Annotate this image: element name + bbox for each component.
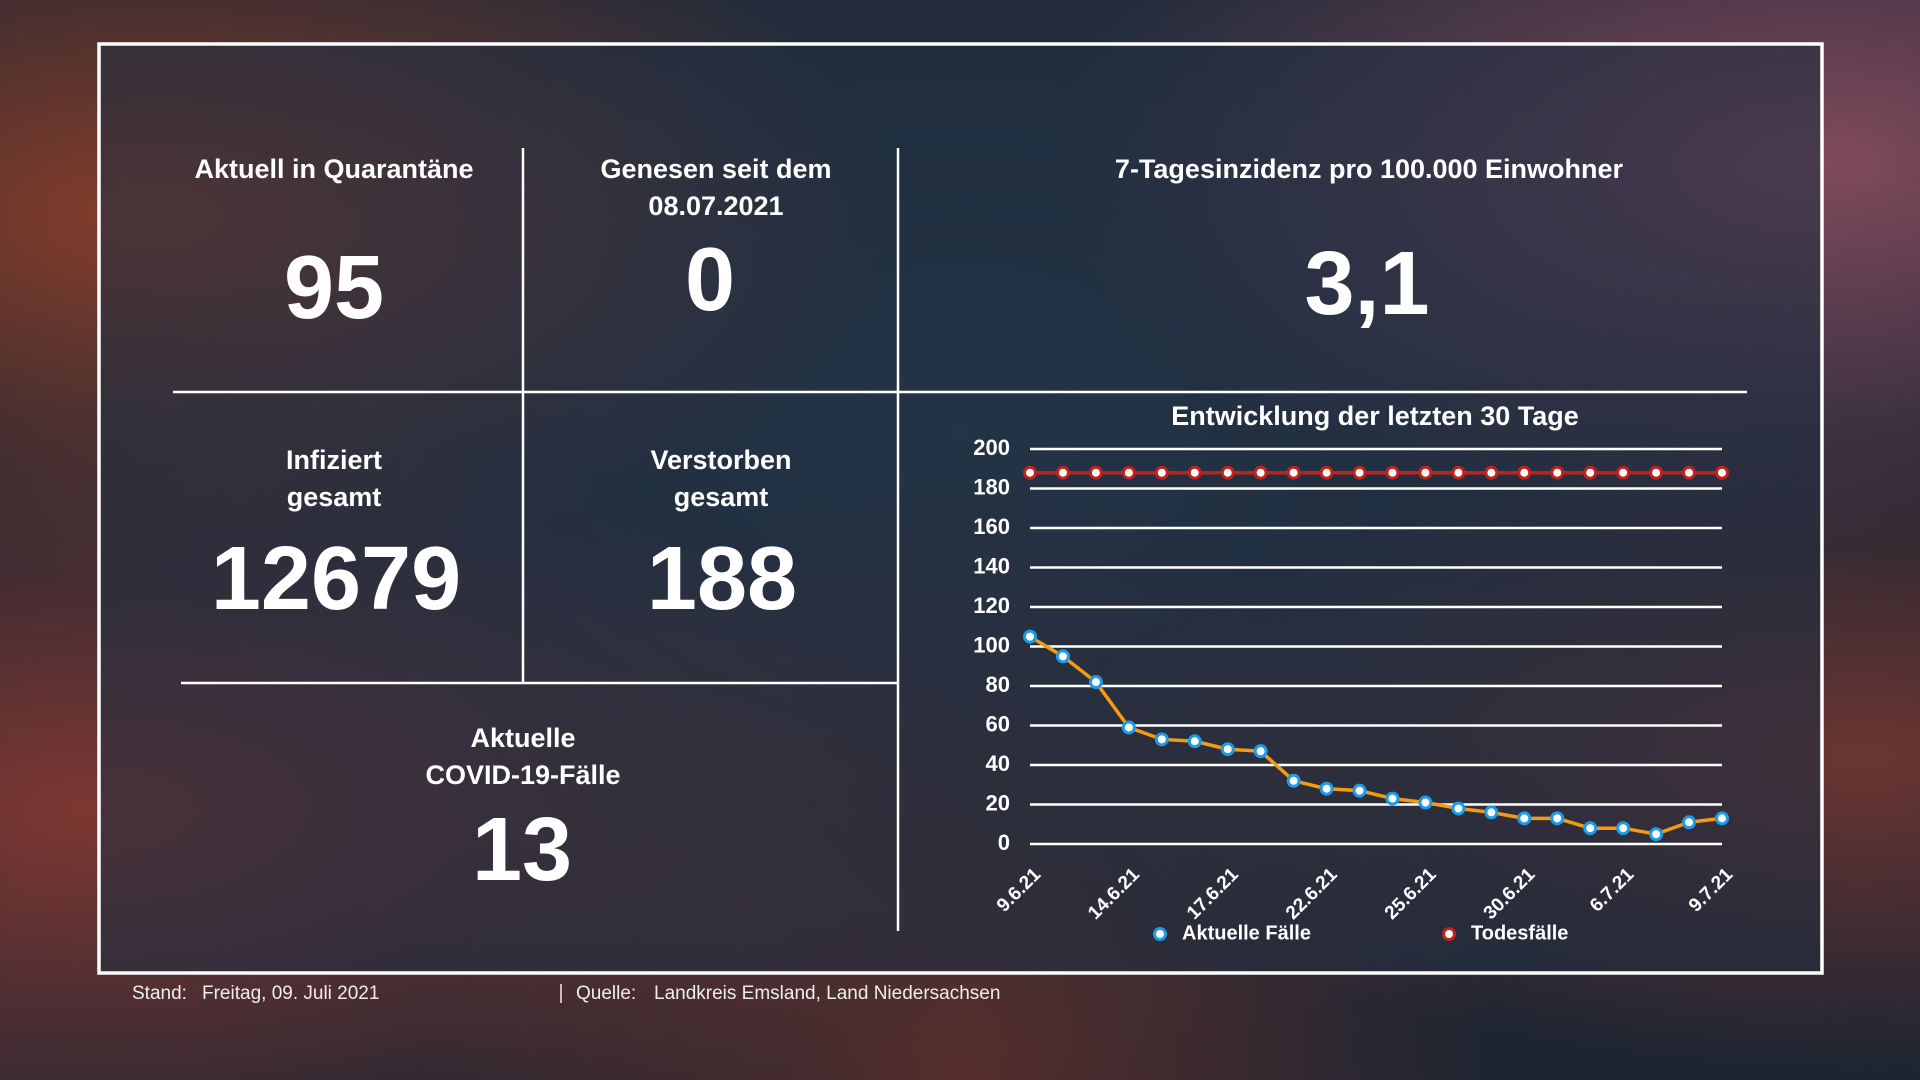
point <box>1023 465 1037 480</box>
footer-text: Freitag, 09. Juli 2021 <box>202 983 379 1004</box>
point <box>1286 773 1301 788</box>
legend-label: Aktuelle Fälle <box>1182 922 1311 944</box>
point <box>1352 783 1367 798</box>
point <box>1649 465 1664 480</box>
y-tick-label: 120 <box>973 593 1010 618</box>
point <box>1451 465 1466 480</box>
stat-label: Verstorben <box>650 445 791 475</box>
y-tick-label: 0 <box>998 830 1010 855</box>
point <box>1055 649 1070 664</box>
stat-value: 3,1 <box>1304 234 1429 334</box>
footer-text: Landkreis Emsland, Land Niedersachsen <box>654 983 1000 1004</box>
point <box>1385 465 1400 480</box>
stat-value: 95 <box>284 238 384 338</box>
point <box>1517 465 1532 480</box>
point <box>1715 465 1729 480</box>
legend-marker <box>1153 927 1167 941</box>
y-tick-label: 60 <box>986 711 1010 736</box>
point <box>1715 811 1729 826</box>
point <box>1649 827 1664 842</box>
point <box>1088 675 1103 690</box>
stat-value: 188 <box>647 529 797 629</box>
point <box>1319 781 1334 796</box>
y-tick-label: 200 <box>973 435 1010 460</box>
point <box>1418 465 1433 480</box>
point <box>1616 465 1631 480</box>
y-tick-label: 80 <box>986 672 1010 697</box>
point <box>1484 465 1499 480</box>
point <box>1484 805 1499 820</box>
point <box>1253 465 1268 480</box>
point <box>1682 815 1697 830</box>
legend-label: Todesfälle <box>1471 922 1568 944</box>
chart-title: Entwicklung der letzten 30 Tage <box>1171 401 1579 431</box>
point <box>1187 734 1202 749</box>
point <box>1286 465 1301 480</box>
point <box>1583 821 1598 836</box>
y-tick-label: 160 <box>973 514 1010 539</box>
point <box>1055 465 1070 480</box>
stat-value: 0 <box>685 230 735 330</box>
y-tick-label: 20 <box>986 790 1010 815</box>
y-tick-label: 100 <box>973 632 1010 657</box>
stat-value: 13 <box>472 800 572 900</box>
point <box>1550 811 1565 826</box>
point <box>1616 821 1631 836</box>
y-tick-label: 40 <box>986 751 1010 776</box>
point <box>1319 465 1334 480</box>
stat-label: Infiziert <box>286 445 382 475</box>
stat-label: Aktuell in Quarantäne <box>194 154 473 184</box>
point <box>1154 465 1169 480</box>
point <box>1088 465 1103 480</box>
point <box>1451 801 1466 816</box>
point <box>1121 720 1136 735</box>
footer-label: Quelle: <box>576 983 636 1004</box>
stat-label: gesamt <box>674 482 769 512</box>
stat-label: gesamt <box>287 482 382 512</box>
point <box>1385 791 1400 806</box>
point <box>1253 744 1268 759</box>
stat-label: Genesen seit dem <box>600 154 831 184</box>
point <box>1418 795 1433 810</box>
stat-label: COVID-19-Fälle <box>425 760 620 790</box>
stat-label: 7-Tagesinzidenz pro 100.000 Einwohner <box>1115 154 1624 184</box>
y-tick-label: 140 <box>973 553 1010 578</box>
point <box>1682 465 1697 480</box>
point <box>1583 465 1598 480</box>
stat-label: 08.07.2021 <box>648 191 783 221</box>
point <box>1550 465 1565 480</box>
point <box>1187 465 1202 480</box>
point <box>1517 811 1532 826</box>
point <box>1154 732 1169 747</box>
stat-label: Aktuelle <box>470 723 575 753</box>
point <box>1220 742 1235 757</box>
point <box>1220 465 1235 480</box>
point <box>1121 465 1136 480</box>
point <box>1023 629 1037 644</box>
y-tick-label: 180 <box>973 474 1010 499</box>
line-series <box>1029 635 1723 836</box>
stat-value: 12679 <box>211 529 461 629</box>
point <box>1352 465 1367 480</box>
legend-marker <box>1442 927 1456 941</box>
footer-label: Stand: <box>132 983 187 1004</box>
